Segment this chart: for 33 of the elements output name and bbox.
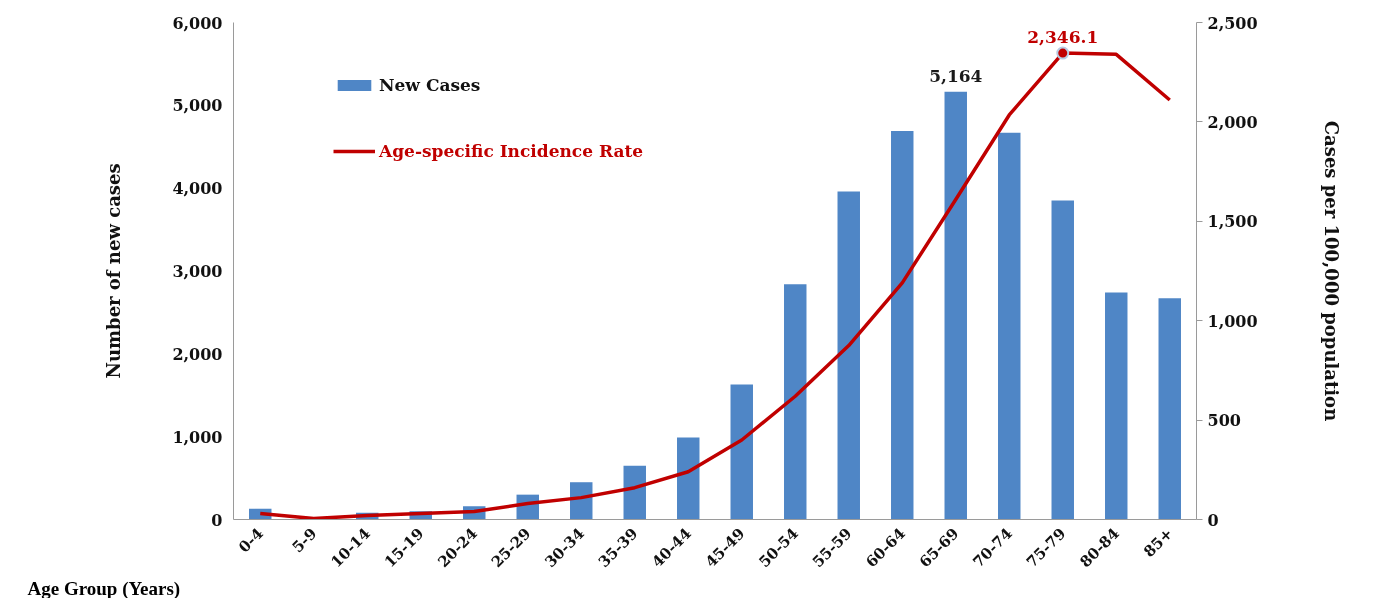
y-tick-label: 5,000 <box>172 96 223 116</box>
x-tick-label: 0-4 <box>235 524 267 557</box>
y2-tick-label: 2,000 <box>1207 112 1258 132</box>
bar <box>677 437 700 520</box>
bar <box>998 132 1021 520</box>
y2-axis-title: Cases per 100,000 population <box>1320 120 1342 422</box>
bar <box>1158 298 1181 520</box>
bar <box>944 91 967 520</box>
y-tick-label: 4,000 <box>172 179 223 199</box>
data-label: 5,164 <box>929 65 983 86</box>
x-tick-label: 5-9 <box>288 524 321 557</box>
bar <box>837 191 860 520</box>
data-label: 2,346.1 <box>1027 27 1099 48</box>
bar <box>784 284 807 520</box>
y-axis-title: Number of new cases <box>103 163 125 379</box>
legend-label: New Cases <box>379 75 481 95</box>
y-tick-label: 2,000 <box>172 344 223 364</box>
bar <box>730 384 753 520</box>
y-tick-label: 1,000 <box>172 427 223 447</box>
legend-label: Age-specific Incidence Rate <box>379 141 644 161</box>
bar <box>1051 200 1074 520</box>
y2-tick-label: 2,500 <box>1207 13 1258 33</box>
y2-tick-label: 500 <box>1207 411 1241 431</box>
bar <box>891 131 914 520</box>
bar <box>623 465 646 520</box>
y2-tick-label: 1,000 <box>1207 311 1258 331</box>
y-tick-label: 0 <box>211 510 223 530</box>
y2-tick-label: 1,500 <box>1207 212 1258 232</box>
y-tick-label: 6,000 <box>172 13 223 33</box>
x-axis-title: Age Group (Years) <box>27 577 181 598</box>
bar <box>1105 292 1128 520</box>
y2-tick-label: 0 <box>1207 510 1219 530</box>
y-tick-label: 3,000 <box>172 262 223 281</box>
